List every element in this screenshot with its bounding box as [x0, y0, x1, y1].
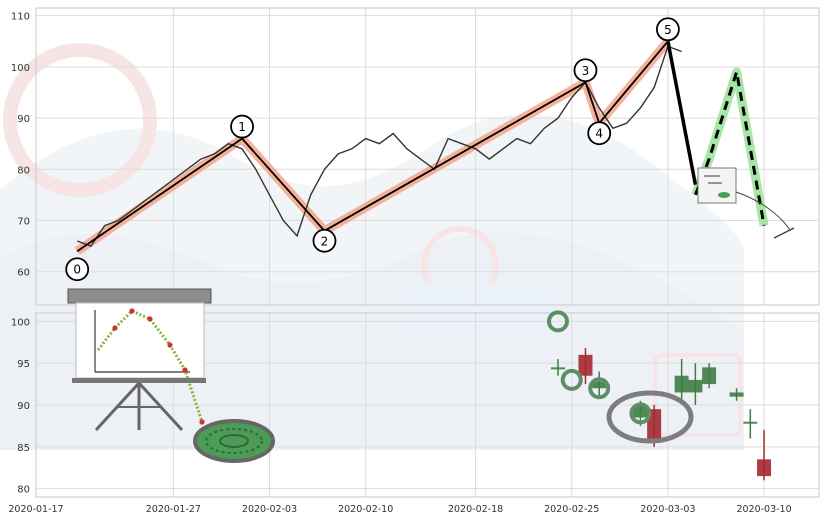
x-tick-label: 2020-03-10	[736, 504, 791, 515]
lower-plot-frame	[35, 312, 820, 498]
manhole-cover-icon	[193, 419, 275, 463]
magnifier-ellipse-icon	[606, 390, 694, 444]
wave-label-circle	[655, 17, 680, 42]
candle-marker-ring	[547, 310, 569, 333]
wave-label-circle	[587, 121, 612, 146]
candlesticks	[551, 348, 772, 481]
candle-body	[647, 409, 662, 443]
lower-y-tick-label: 85	[17, 443, 30, 454]
candle-marker-ring	[588, 377, 611, 400]
candle-marker-ring	[629, 402, 652, 425]
candle-body	[729, 392, 744, 397]
wave-series-line	[76, 40, 669, 252]
price-line	[76, 45, 682, 247]
candle-body	[551, 367, 565, 370]
x-tick-label: 2020-02-10	[338, 504, 393, 515]
upper-y-tick-label: 100	[11, 63, 30, 74]
x-tick-label: 2020-02-25	[544, 504, 599, 515]
upper-y-tick-label: 60	[17, 268, 30, 279]
wave-end-line	[666, 40, 698, 186]
candle-body	[578, 354, 593, 376]
lower-y-axis: 80 85 90 95 100	[11, 317, 30, 495]
candle-body	[592, 381, 607, 389]
wave-label-circle	[65, 257, 90, 282]
wave-label-circle	[573, 58, 598, 83]
upper-y-axis: 60 70 80 90 100 110	[11, 12, 30, 279]
wave-end-segment	[666, 40, 698, 186]
candle-body	[702, 367, 717, 385]
x-tick-label: 2020-01-17	[8, 504, 63, 515]
candle-marker-ring	[560, 368, 583, 391]
lower-gridlines	[35, 313, 819, 497]
upper-y-tick-label: 110	[11, 12, 30, 23]
wave-label-text: 5	[664, 23, 672, 37]
lower-y-tick-label: 95	[17, 359, 30, 370]
lower-y-tick-label: 100	[11, 317, 30, 328]
candle-body	[757, 459, 772, 477]
lower-y-tick-label: 80	[17, 485, 30, 496]
upper-plot-frame	[35, 7, 820, 306]
upper-y-tick-label: 90	[17, 114, 30, 125]
candle-body	[688, 379, 703, 393]
candle-markers	[547, 310, 652, 425]
wave-label-text: 3	[582, 64, 590, 78]
x-tick-label: 2020-01-27	[146, 504, 201, 515]
presentation-board-icon	[67, 288, 212, 432]
wave-label-text: 2	[321, 234, 329, 248]
x-tick-label: 2020-02-18	[448, 504, 503, 515]
wave-label-text: 0	[73, 263, 81, 277]
wave-label-circle	[312, 228, 337, 253]
x-tick-label: 2020-02-03	[242, 504, 297, 515]
wave-label-text: 4	[595, 127, 603, 141]
wave-labels: 0 1 2 3 4 5	[65, 17, 680, 282]
upper-y-tick-label: 70	[17, 217, 30, 228]
wave-label-text: 1	[238, 120, 246, 134]
price-series-line	[76, 45, 682, 247]
background-wave-art	[0, 43, 744, 450]
thumbnail-icon	[697, 167, 795, 239]
x-tick-label: 2020-03-03	[640, 504, 695, 515]
wave-label-circle	[230, 114, 254, 139]
candle-body	[674, 375, 689, 393]
upper-y-tick-label: 80	[17, 165, 30, 176]
x-axis: 2020-01-17 2020-01-27 2020-02-03 2020-02-10…	[8, 504, 791, 515]
lower-y-tick-label: 90	[17, 401, 30, 412]
candle-body	[743, 421, 758, 424]
wave-line	[76, 40, 669, 252]
candle-body	[633, 405, 648, 418]
